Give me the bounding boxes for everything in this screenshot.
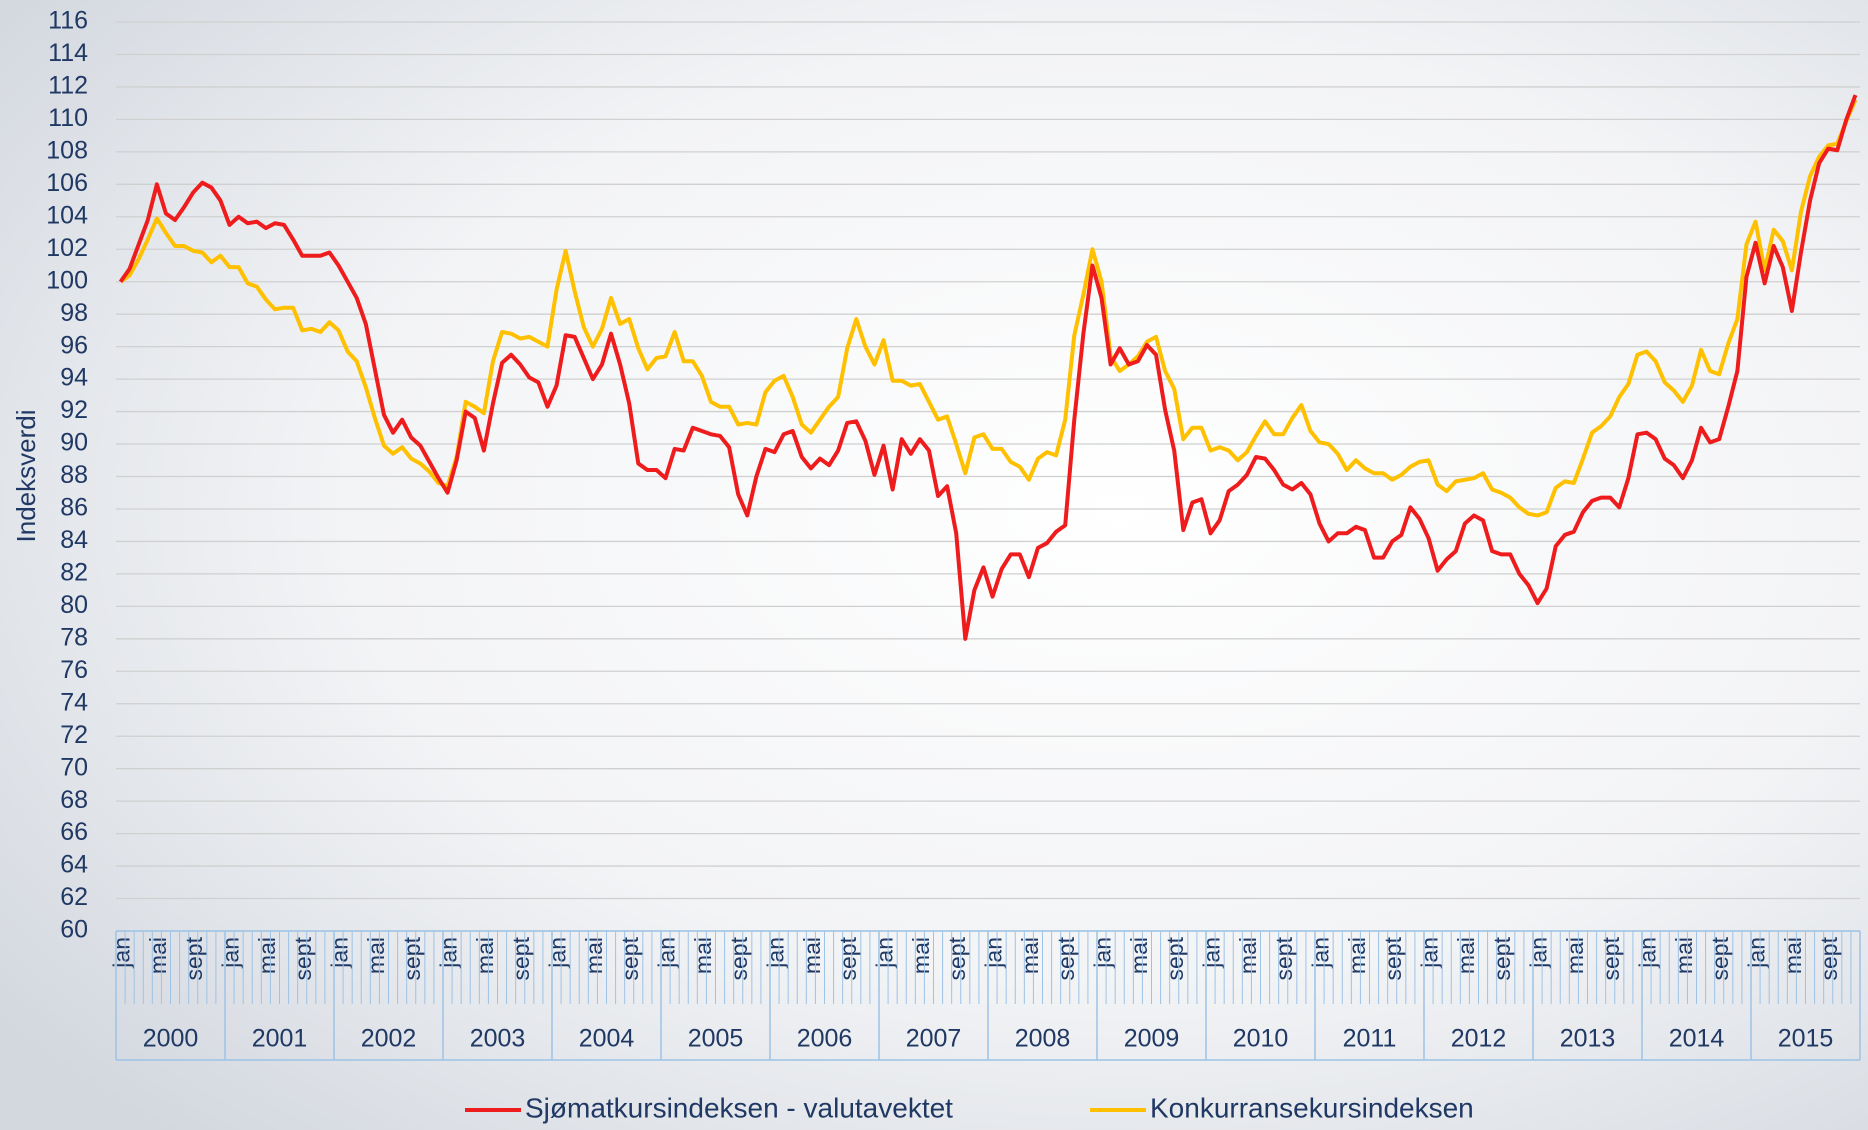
y-tick-label: 68 [60, 786, 88, 814]
x-tick-label: mai [363, 937, 389, 974]
year-label: 2013 [1560, 1025, 1616, 1053]
x-tick-label: sept [1271, 936, 1297, 980]
x-tick-label: jan [1199, 937, 1225, 969]
x-tick-label: sept [1598, 936, 1624, 980]
x-tick-label: sept [1380, 936, 1406, 980]
y-tick-label: 60 [60, 916, 88, 944]
year-label: 2010 [1233, 1025, 1289, 1053]
y-tick-label: 102 [46, 234, 88, 262]
x-tick-label: sept [835, 936, 861, 980]
x-tick-label: sept [1053, 936, 1079, 980]
x-tick-label: mai [472, 937, 498, 974]
x-tick-label: sept [181, 936, 207, 980]
y-tick-label: 62 [60, 883, 88, 911]
x-tick-label: sept [617, 936, 643, 980]
x-tick-label: jan [1308, 937, 1334, 969]
year-label: 2011 [1343, 1025, 1397, 1053]
y-tick-label: 66 [60, 818, 88, 846]
x-tick-label: jan [763, 937, 789, 969]
y-tick-label: 86 [60, 494, 88, 522]
year-label: 2000 [143, 1025, 199, 1053]
year-label: 2014 [1669, 1025, 1725, 1053]
year-label: 2004 [579, 1025, 635, 1053]
x-tick-label: jan [1744, 937, 1770, 969]
y-tick-label: 104 [46, 201, 88, 229]
year-label: 2002 [361, 1025, 417, 1053]
year-label: 2009 [1124, 1025, 1180, 1053]
y-tick-label: 100 [46, 266, 88, 294]
x-tick-label: jan [981, 937, 1007, 969]
y-tick-label: 88 [60, 461, 88, 489]
x-tick-label: mai [1671, 937, 1697, 974]
x-tick-label: mai [1126, 937, 1152, 974]
y-tick-label: 110 [48, 104, 88, 132]
x-tick-label: mai [1235, 937, 1261, 974]
x-tick-label: jan [1635, 937, 1661, 969]
y-tick-label: 70 [60, 753, 88, 781]
x-tick-label: mai [799, 937, 825, 974]
series-line [119, 99, 1858, 518]
y-tick-label: 78 [60, 623, 88, 651]
x-tick-label: jan [327, 937, 353, 969]
x-tick-label: mai [690, 937, 716, 974]
y-tick-label: 84 [60, 526, 88, 554]
y-tick-label: 112 [48, 72, 88, 100]
y-tick-label: 116 [48, 7, 88, 35]
y-tick-label: 106 [46, 169, 88, 197]
x-tick-label: mai [908, 937, 934, 974]
y-tick-label: 108 [46, 136, 88, 164]
x-tick-label: jan [218, 937, 244, 969]
x-tick-label: sept [1162, 936, 1188, 980]
y-tick-label: 114 [48, 39, 88, 67]
x-tick-label: mai [581, 937, 607, 974]
y-tick-label: 74 [60, 688, 88, 716]
x-tick-label: sept [399, 936, 425, 980]
x-tick-label: jan [436, 937, 462, 969]
x-tick-label: mai [1017, 937, 1043, 974]
y-tick-label: 72 [60, 721, 88, 749]
year-label: 2006 [797, 1025, 853, 1053]
y-tick-label: 96 [60, 331, 88, 359]
x-tick-label: mai [254, 937, 280, 974]
x-tick-label: sept [290, 936, 316, 980]
year-label: 2008 [1015, 1025, 1071, 1053]
y-tick-label: 98 [60, 299, 88, 327]
x-tick-label: sept [1707, 936, 1733, 980]
x-tick-label: mai [1562, 937, 1588, 974]
y-tick-label: 92 [60, 396, 88, 424]
y-tick-label: 82 [60, 559, 88, 587]
year-label: 2003 [470, 1025, 526, 1053]
x-tick-label: jan [872, 937, 898, 969]
x-tick-label: sept [726, 936, 752, 980]
x-tick-label: jan [654, 937, 680, 969]
x-tick-label: mai [1780, 937, 1806, 974]
series-line [118, 94, 1858, 641]
legend-label: Konkurransekursindeksen [1150, 1092, 1474, 1123]
x-tick-label: sept [508, 936, 534, 980]
x-tick-label: sept [1816, 936, 1842, 980]
x-tick-label: mai [1453, 937, 1479, 974]
y-tick-label: 80 [60, 591, 88, 619]
x-tick-label: jan [1090, 937, 1116, 969]
x-tick-label: jan [1526, 937, 1552, 969]
legend-label: Sjømatkursindeksen - valutavektet [525, 1092, 953, 1123]
y-tick-label: 90 [60, 429, 88, 457]
x-tick-label: sept [944, 936, 970, 980]
year-label: 2012 [1451, 1025, 1507, 1053]
y-axis-label: Indeksverdi [11, 410, 41, 543]
y-tick-label: 64 [60, 851, 88, 879]
y-tick-label: 76 [60, 656, 88, 684]
x-tick-label: jan [109, 937, 135, 969]
x-tick-label: sept [1489, 936, 1515, 980]
year-label: 2015 [1778, 1025, 1834, 1053]
x-tick-label: mai [145, 937, 171, 974]
year-label: 2005 [688, 1025, 744, 1053]
x-tick-label: jan [545, 937, 571, 969]
y-tick-label: 94 [60, 364, 88, 392]
year-label: 2001 [252, 1025, 308, 1053]
year-label: 2007 [906, 1025, 962, 1053]
x-tick-label: mai [1344, 937, 1370, 974]
x-tick-label: jan [1417, 937, 1443, 969]
